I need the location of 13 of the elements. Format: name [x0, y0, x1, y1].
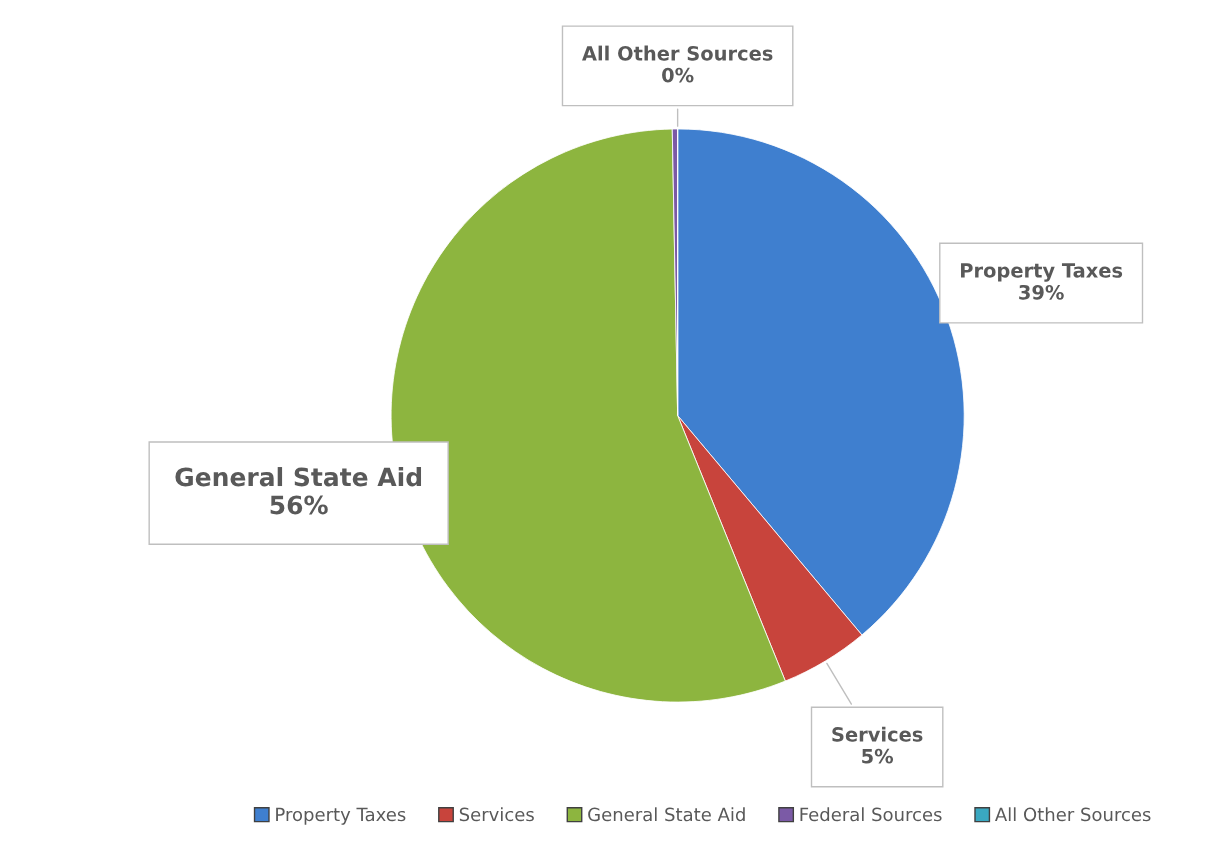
slice-label: General State Aid: [175, 467, 422, 487]
text: 0%: [662, 67, 694, 83]
slice-label: Property Taxes: [961, 263, 1123, 282]
legend-label: Property Taxes: [276, 807, 406, 825]
category-label: All Other Sources: [582, 45, 773, 61]
legend-label: All Other Sources: [994, 807, 1151, 822]
legend-label: Federal Sources: [800, 807, 942, 822]
legend-label: Services: [459, 807, 534, 822]
slice-label: Services: [832, 726, 923, 742]
data-label: 39%: [1019, 284, 1064, 300]
legend-label: General State Aid: [588, 807, 745, 822]
data-label: 56%: [270, 495, 328, 515]
data-label: 5%: [862, 748, 894, 764]
